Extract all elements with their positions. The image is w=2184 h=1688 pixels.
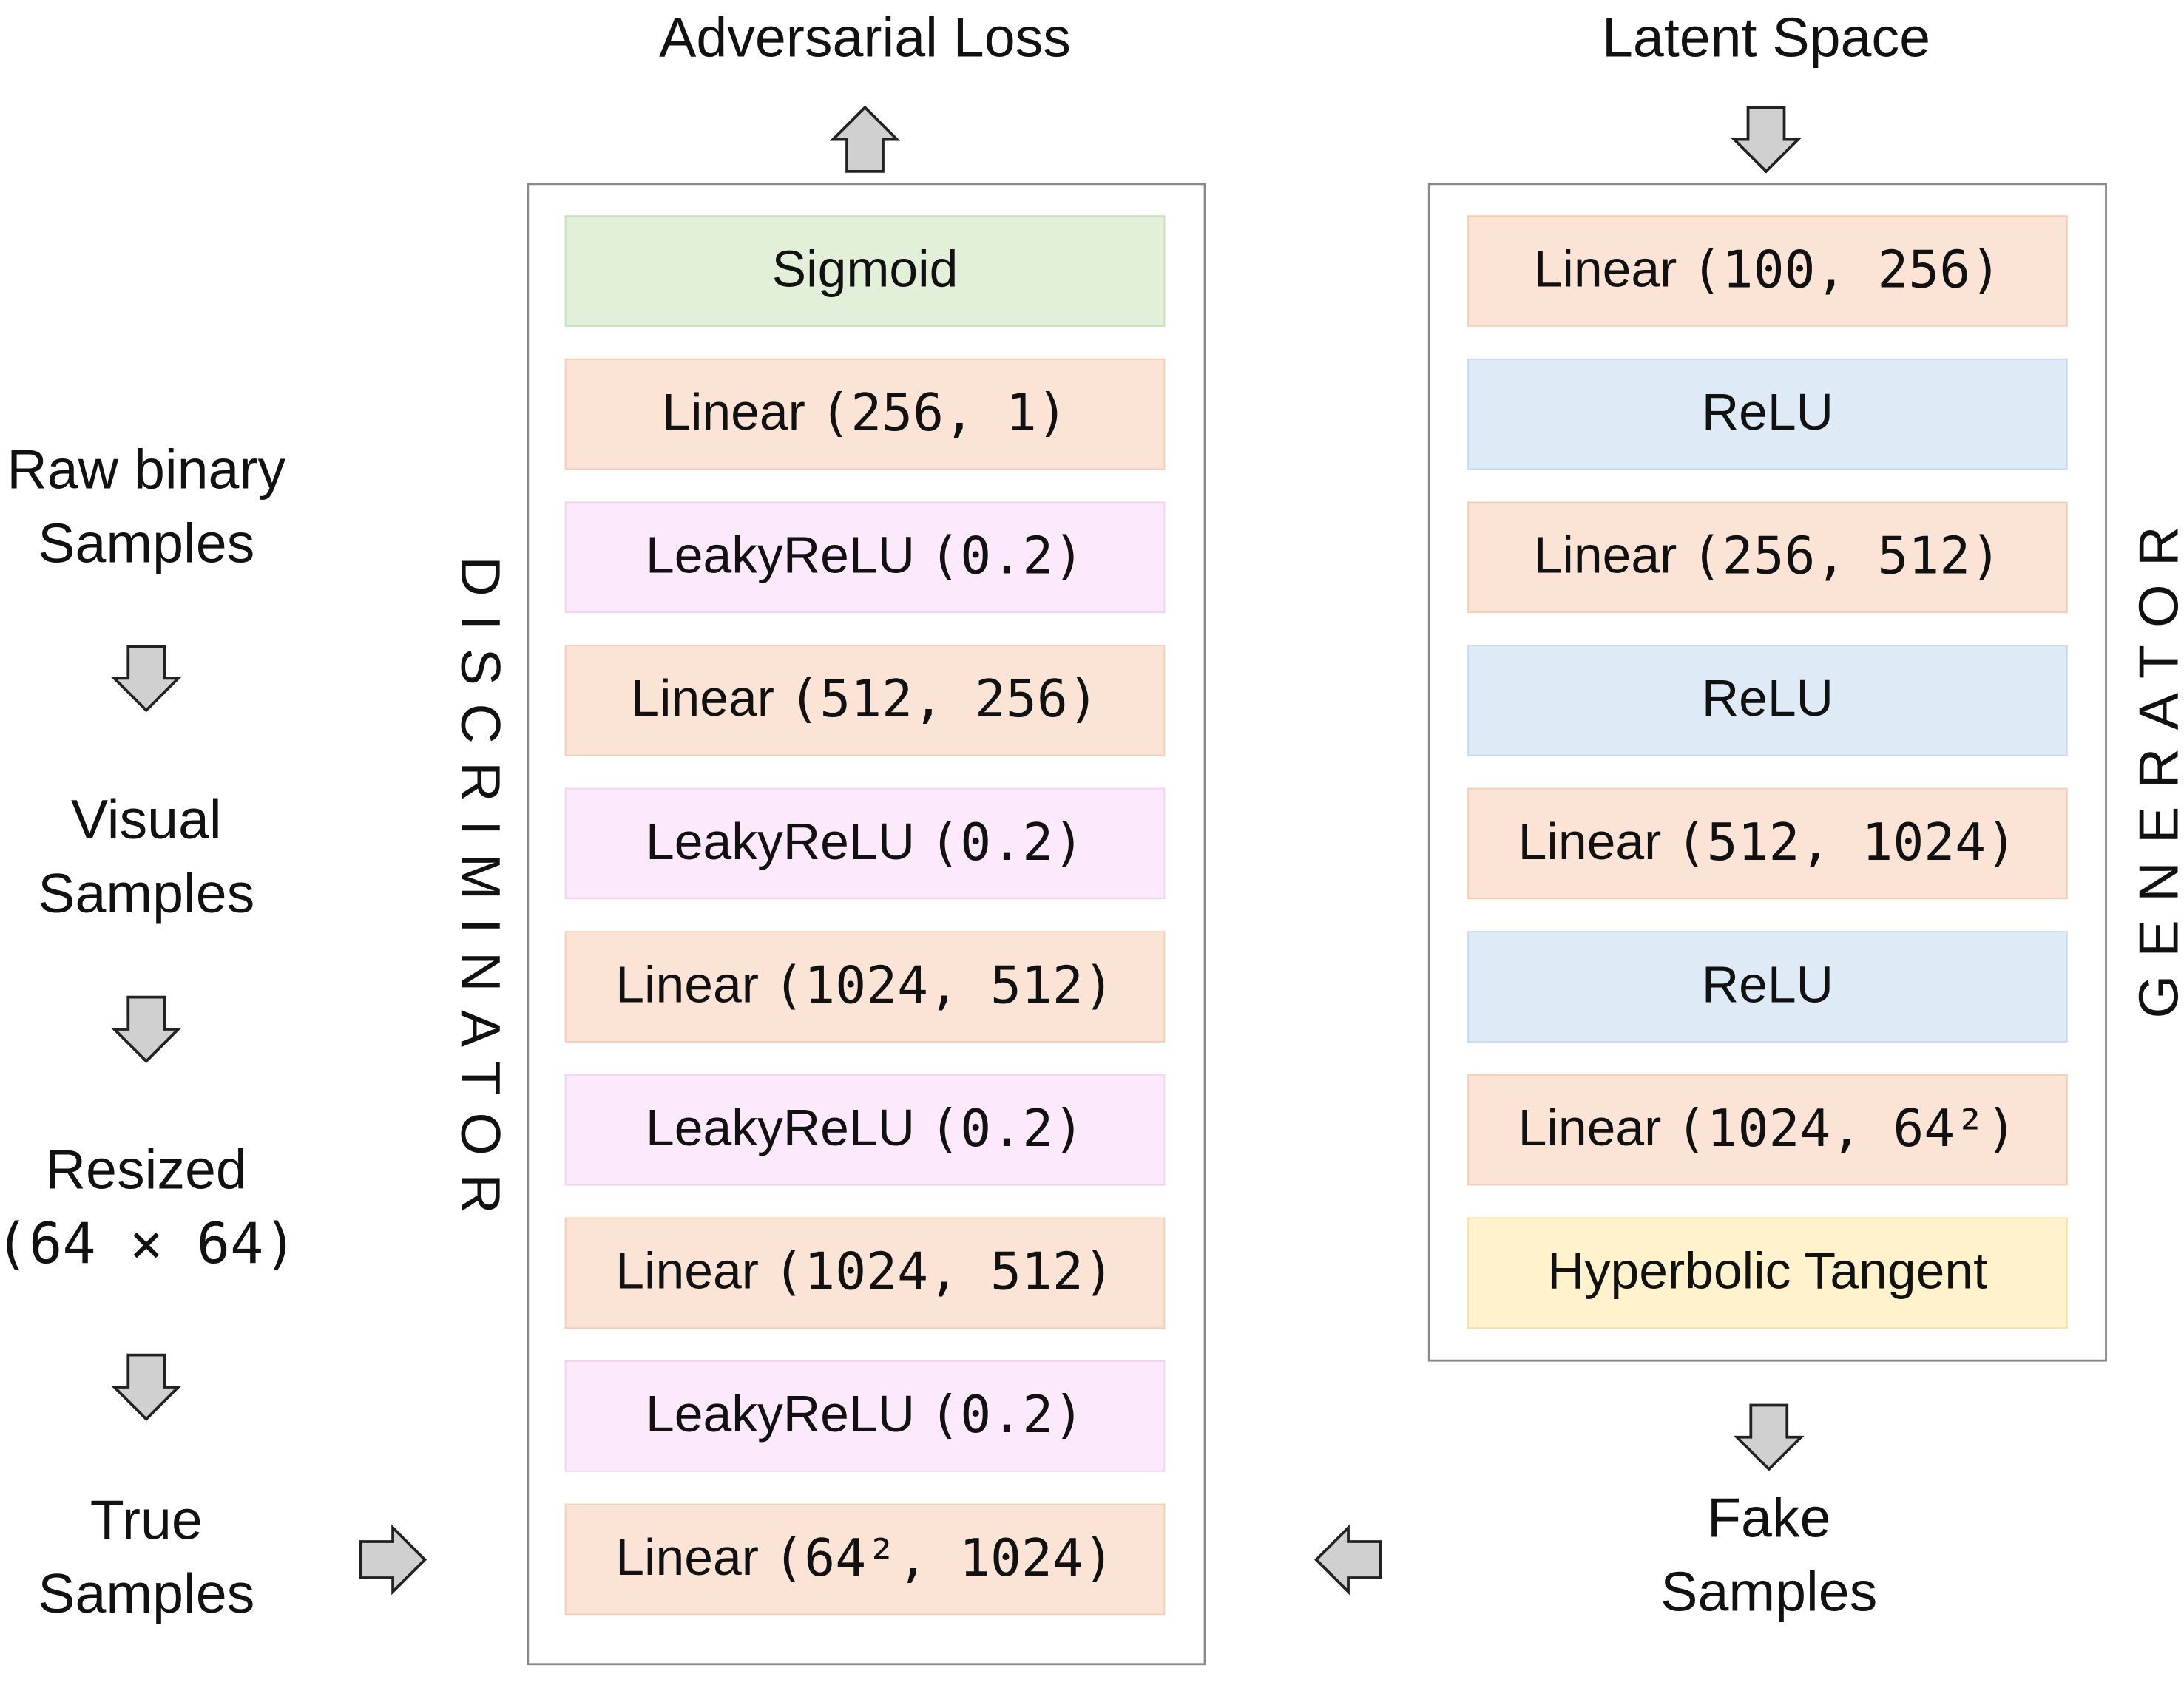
layer-op: ReLU	[1702, 956, 1833, 1014]
layer-label: ReLU	[1702, 383, 1833, 441]
layer-op: Linear	[631, 670, 774, 728]
layer-block	[1467, 931, 2068, 1043]
layer-label: ReLU	[1702, 670, 1833, 728]
layer-op: Linear	[1518, 1099, 1662, 1156]
layer-label: Linear (256, 512)	[1534, 526, 2002, 586]
layer-block	[564, 787, 1166, 900]
layer-op: Hyperbolic Tangent	[1547, 1242, 1987, 1300]
layer-args: (256, 1)	[819, 383, 1068, 443]
layer-op: Linear	[1534, 526, 1677, 584]
layer-op: Linear	[615, 956, 759, 1014]
layer-block	[564, 1360, 1166, 1472]
layer-label: Sigmoid	[772, 240, 959, 298]
discriminator-box	[527, 183, 1206, 1666]
layer-label: Linear (256, 1)	[662, 383, 1068, 443]
layer-args: (0.2)	[929, 1099, 1084, 1159]
layer-op: Linear	[1534, 240, 1677, 298]
layer-label: LeakyReLU (0.2)	[646, 1099, 1084, 1159]
layer-block	[564, 501, 1166, 614]
pipeline-label: Samples	[38, 512, 254, 574]
arrow	[110, 995, 182, 1063]
layer-args: (1024, 64²)	[1676, 1099, 2017, 1159]
layer-op: ReLU	[1702, 670, 1833, 728]
arrow	[1314, 1524, 1382, 1596]
layer-label: Linear (512, 256)	[631, 669, 1099, 729]
pipeline-label: Resized	[46, 1139, 247, 1201]
layer-op: Linear	[615, 1528, 759, 1586]
layer-op: Linear	[1518, 813, 1662, 870]
layer-op: LeakyReLU	[646, 813, 915, 870]
layer-block	[1467, 787, 2068, 900]
layer-op: LeakyReLU	[646, 526, 915, 584]
layer-args: (1024, 512)	[773, 1242, 1114, 1302]
layer-label: Linear (100, 256)	[1534, 240, 2002, 299]
layer-label: Linear (1024, 512)	[615, 1242, 1114, 1302]
layer-label: LeakyReLU (0.2)	[646, 1385, 1084, 1445]
layer-args: (0.2)	[929, 813, 1084, 872]
generator-label: GENERATOR	[2128, 508, 2184, 1019]
pipeline-label: (64 × 64)	[0, 1211, 297, 1276]
layer-args: (512, 1024)	[1676, 813, 2017, 872]
layer-label: Hyperbolic Tangent	[1547, 1242, 1987, 1300]
layer-args: (1024, 512)	[773, 955, 1114, 1015]
layer-label: Linear (1024, 512)	[615, 955, 1114, 1015]
layer-label: Linear (512, 1024)	[1518, 813, 2017, 872]
pipeline-label: Visual	[71, 788, 222, 850]
layer-args: (64², 1024)	[773, 1528, 1114, 1588]
layer-label: LeakyReLU (0.2)	[646, 526, 1084, 586]
layer-args: (0.2)	[929, 526, 1084, 586]
layer-op: LeakyReLU	[646, 1386, 915, 1443]
discriminator-output: Adversarial Loss	[659, 7, 1071, 69]
layer-op: Linear	[615, 1242, 759, 1300]
layer-block	[1467, 645, 2068, 756]
arrow	[359, 1524, 427, 1596]
layer-block	[1467, 1217, 2068, 1329]
arrow	[829, 105, 901, 173]
layer-block	[564, 215, 1166, 327]
layer-args: (0.2)	[929, 1385, 1084, 1445]
layer-args: (100, 256)	[1691, 240, 2001, 299]
layer-block	[564, 358, 1166, 470]
layer-block	[1467, 501, 2068, 614]
layer-op: LeakyReLU	[646, 1099, 915, 1156]
layer-op: Sigmoid	[772, 240, 959, 298]
layer-label: Linear (1024, 64²)	[1518, 1099, 2017, 1159]
arrow	[110, 1353, 182, 1421]
layer-op: ReLU	[1702, 383, 1833, 441]
generator-box	[1427, 183, 2107, 1362]
layer-label: LeakyReLU (0.2)	[646, 813, 1084, 872]
layer-block	[1467, 1074, 2068, 1186]
pipeline-label: True	[90, 1488, 203, 1550]
layer-label: ReLU	[1702, 956, 1833, 1014]
generator-output: Samples	[1660, 1560, 1877, 1622]
discriminator-label: DISCRIMINATOR	[450, 556, 512, 1232]
arrow	[110, 645, 182, 713]
layer-op: Linear	[662, 383, 805, 441]
pipeline-label: Samples	[38, 862, 254, 924]
arrow	[1733, 1403, 1805, 1471]
generator-input: Latent Space	[1602, 7, 1930, 69]
pipeline-label: Raw binary	[7, 438, 285, 500]
layer-block	[564, 931, 1166, 1043]
layer-block	[1467, 358, 2068, 470]
layer-args: (256, 512)	[1691, 526, 2001, 586]
pipeline-label: Samples	[38, 1562, 254, 1624]
layer-label: Linear (64², 1024)	[615, 1528, 1114, 1588]
layer-block	[1467, 215, 2068, 327]
layer-block	[564, 645, 1166, 756]
layer-block	[564, 1503, 1166, 1616]
layer-block	[564, 1217, 1166, 1329]
layer-args: (512, 256)	[788, 669, 1098, 729]
arrow	[1731, 106, 1802, 174]
layer-block	[564, 1074, 1166, 1186]
generator-output: Fake	[1707, 1487, 1830, 1549]
